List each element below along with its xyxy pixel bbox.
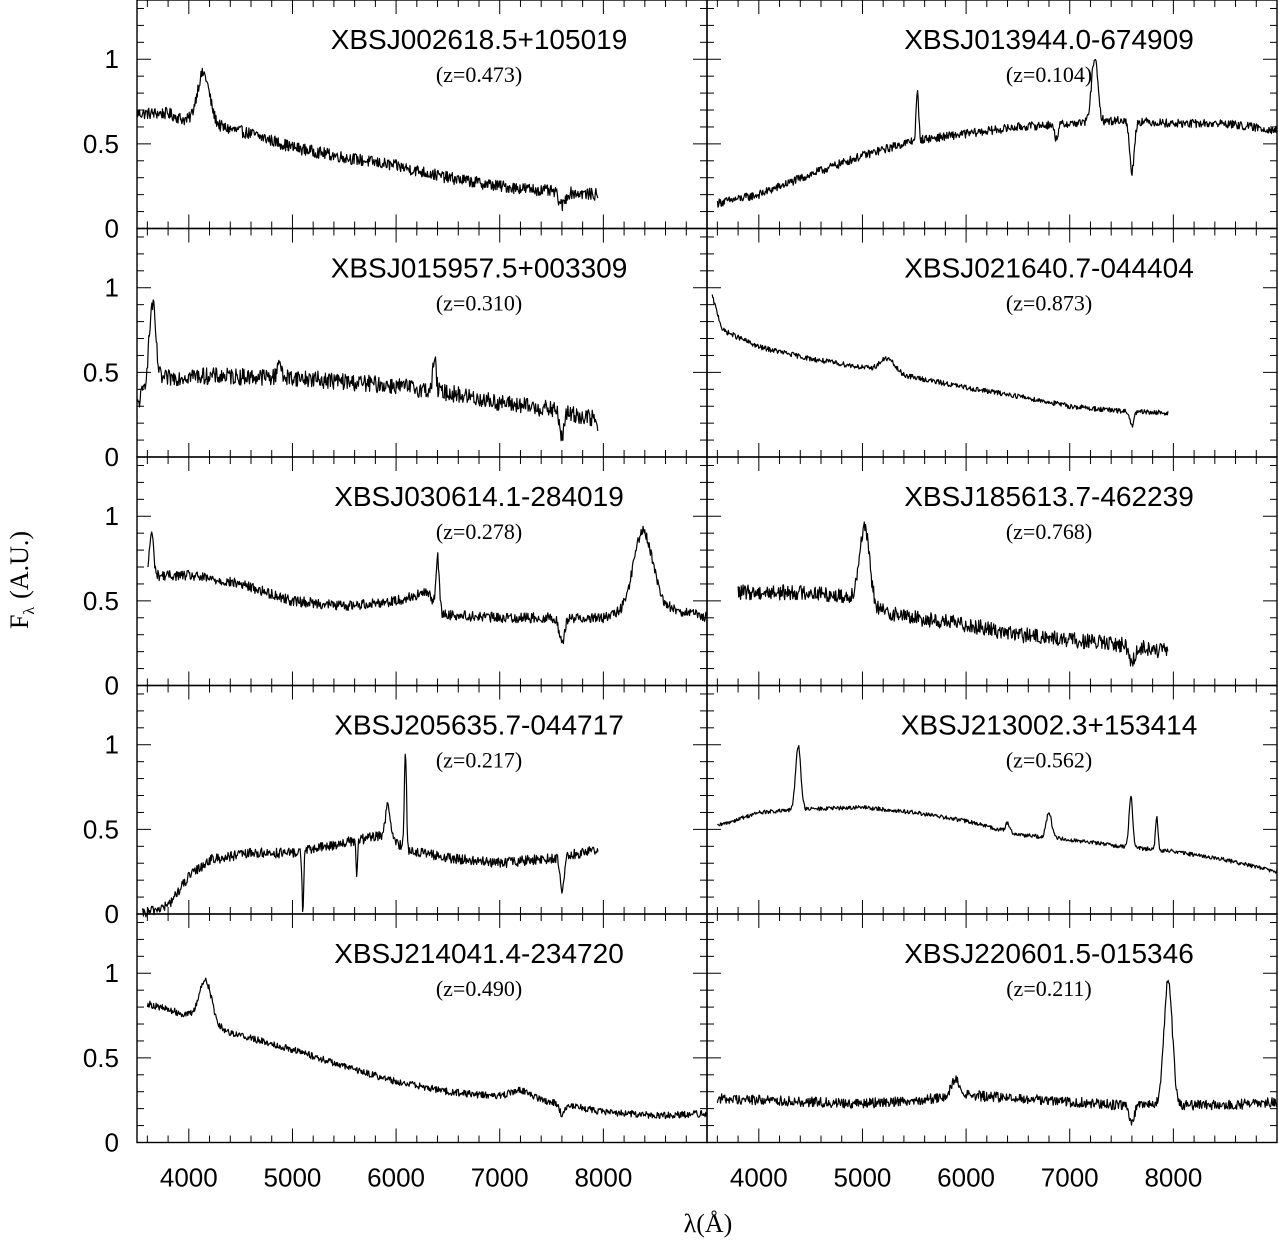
spectrum-line xyxy=(716,745,1278,874)
spectrum-line xyxy=(141,753,599,918)
y-tick-label: 0 xyxy=(105,1128,119,1158)
spectrum-line xyxy=(136,299,599,442)
redshift-label: (z=0.104) xyxy=(1006,62,1092,87)
svg-text:Fλ(A.U.): Fλ (A.U.) xyxy=(5,531,38,629)
x-tick-label: 7000 xyxy=(471,1163,529,1193)
x-axis-label: λ(Å) xyxy=(684,1209,733,1238)
x-tick-label: 5000 xyxy=(834,1163,892,1193)
spectrum-panel: 0 0.5 1 XBSJ015957.5+003309 (z=0.310) xyxy=(83,227,708,472)
y-tick-label: 1 xyxy=(105,730,119,760)
x-tick-label: 6000 xyxy=(937,1163,995,1193)
panel-frame xyxy=(706,913,1278,1144)
redshift-label: (z=0.562) xyxy=(1006,748,1092,773)
x-tick-label: 5000 xyxy=(264,1163,322,1193)
y-tick-label: 1 xyxy=(105,501,119,531)
spectrum-line xyxy=(716,979,1278,1126)
object-name: XBSJ030614.1-284019 xyxy=(334,481,624,512)
redshift-label: (z=0.211) xyxy=(1006,976,1092,1001)
spectrum-panel: XBSJ021640.7-044404 (z=0.873) xyxy=(706,227,1278,458)
object-name: XBSJ220601.5-015346 xyxy=(904,938,1194,969)
spectrum-panel: 0 0.5 1 XBSJ030614.1-284019 (z=0.278) xyxy=(83,456,708,701)
spectrum-line xyxy=(147,525,708,645)
redshift-label: (z=0.873) xyxy=(1006,291,1092,316)
spectrum-line xyxy=(737,521,1169,667)
y-tick-label: 0 xyxy=(105,214,119,244)
redshift-label: (z=0.217) xyxy=(436,748,522,773)
x-tick-label: 6000 xyxy=(367,1163,425,1193)
object-name: XBSJ013944.0-674909 xyxy=(904,24,1194,55)
redshift-label: (z=0.310) xyxy=(436,291,522,316)
x-tick-label: 7000 xyxy=(1041,1163,1099,1193)
spectrum-line xyxy=(136,67,599,212)
spectrum-line xyxy=(711,294,1169,428)
spectrum-line xyxy=(146,977,708,1120)
x-tick-label: 4000 xyxy=(730,1163,788,1193)
redshift-label: (z=0.278) xyxy=(436,519,522,544)
y-tick-label: 0 xyxy=(105,671,119,701)
y-tick-label: 0.5 xyxy=(83,357,119,387)
panel-grid: 0 0.5 1 XBSJ002618.5+105019 (z=0.473) XBSJ013… xyxy=(83,0,1278,1193)
y-tick-label: 1 xyxy=(105,958,119,988)
x-tick-label: 8000 xyxy=(1144,1163,1202,1193)
spectrum-panel: 4000 5000 6000 7000 8000 XBSJ220601.5-015346 (… xyxy=(706,913,1278,1193)
object-name: XBSJ002618.5+105019 xyxy=(331,24,628,55)
redshift-label: (z=0.473) xyxy=(436,62,522,87)
y-tick-label: 1 xyxy=(105,44,119,74)
y-tick-label: 0 xyxy=(105,442,119,472)
spectrum-line xyxy=(716,58,1278,208)
y-tick-label: 1 xyxy=(105,273,119,303)
redshift-label: (z=0.490) xyxy=(436,976,522,1001)
x-tick-label: 8000 xyxy=(574,1163,632,1193)
object-name: XBSJ213002.3+153414 xyxy=(901,710,1198,741)
object-name: XBSJ185613.7-462239 xyxy=(904,481,1194,512)
y-tick-label: 0.5 xyxy=(83,814,119,844)
y-tick-label: 0.5 xyxy=(83,129,119,159)
spectrum-panel: 0 0.5 1 4000 5000 6000 7000 8000 XBSJ214041.4-23… xyxy=(83,913,708,1193)
y-axis-label-unit: (A.U.) xyxy=(5,531,34,599)
object-name: XBSJ021640.7-044404 xyxy=(904,253,1194,284)
y-axis-label-subscript: λ xyxy=(21,607,38,615)
y-axis-label: Fλ (A.U.) xyxy=(5,531,38,629)
y-tick-label: 0 xyxy=(105,899,119,929)
spectrum-panel: XBSJ013944.0-674909 (z=0.104) xyxy=(706,0,1278,230)
spectrum-panel: 0 0.5 1 XBSJ205635.7-044717 (z=0.217) xyxy=(83,684,708,929)
spectrum-panel: 0 0.5 1 XBSJ002618.5+105019 (z=0.473) xyxy=(83,0,708,244)
spectrum-panel: XBSJ185613.7-462239 (z=0.768) xyxy=(706,456,1278,687)
spectrum-panel: XBSJ213002.3+153414 (z=0.562) xyxy=(706,684,1278,915)
x-tick-label: 4000 xyxy=(160,1163,218,1193)
object-name: XBSJ205635.7-044717 xyxy=(334,710,624,741)
object-name: XBSJ214041.4-234720 xyxy=(334,938,624,969)
redshift-label: (z=0.768) xyxy=(1006,519,1092,544)
y-tick-label: 0.5 xyxy=(83,1043,119,1073)
y-tick-label: 0.5 xyxy=(83,586,119,616)
object-name: XBSJ015957.5+003309 xyxy=(331,253,628,284)
y-axis-label-symbol: F xyxy=(5,615,34,629)
